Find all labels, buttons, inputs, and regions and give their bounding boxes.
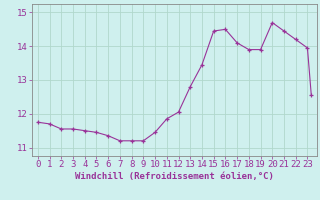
X-axis label: Windchill (Refroidissement éolien,°C): Windchill (Refroidissement éolien,°C) <box>75 172 274 181</box>
